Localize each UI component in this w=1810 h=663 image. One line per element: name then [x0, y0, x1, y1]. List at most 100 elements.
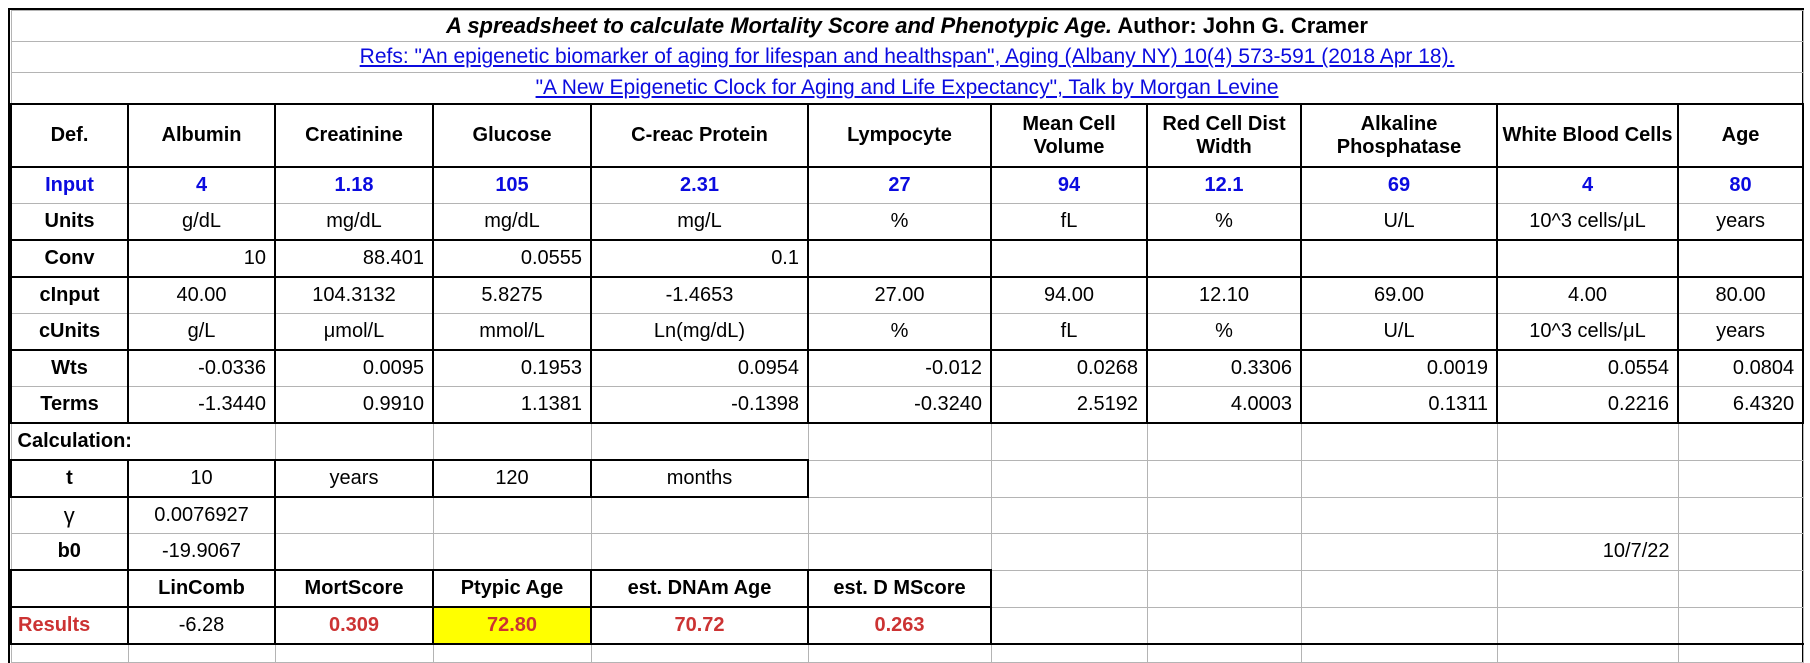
empty-cell — [590, 422, 809, 461]
empty-cell — [807, 459, 992, 498]
empty-cell — [1496, 606, 1679, 645]
empty-cell — [1300, 422, 1498, 461]
empty-cell — [990, 606, 1148, 645]
empty-cell — [807, 239, 992, 278]
cunits-cell: fL — [990, 313, 1148, 351]
empty-cell — [807, 533, 992, 571]
empty-cell — [1146, 496, 1302, 534]
empty-cell — [1146, 606, 1302, 645]
row-label-gamma: γ — [10, 496, 129, 534]
input-cell-glucose[interactable]: 105 — [432, 166, 592, 204]
wts-cell: 0.3306 — [1146, 349, 1302, 387]
date-cell: 10/7/22 — [1496, 533, 1679, 571]
terms-cell: -0.3240 — [807, 386, 992, 424]
empty-cell — [990, 459, 1148, 498]
empty-cell — [1146, 569, 1302, 608]
input-cell-mean-cell-volume[interactable]: 94 — [990, 166, 1148, 204]
t-unit-months: months — [590, 459, 809, 498]
empty-cell — [10, 569, 129, 608]
empty-cell — [990, 239, 1148, 278]
result-mortscore-value: 0.309 — [274, 606, 434, 645]
terms-cell: 6.4320 — [1676, 386, 1805, 424]
input-cell-albumin[interactable]: 4 — [127, 166, 276, 204]
result-est-d-mscore-value: 0.263 — [807, 606, 992, 645]
empty-cell — [274, 422, 434, 461]
page-title: A spreadsheet to calculate Mortality Sco… — [446, 13, 1113, 38]
row-label-units: Units — [10, 203, 129, 241]
empty-cell — [1146, 643, 1302, 663]
column-header-albumin: Albumin — [127, 103, 276, 168]
input-cell-age[interactable]: 80 — [1676, 166, 1805, 204]
cinput-cell: 80.00 — [1676, 276, 1805, 314]
empty-cell — [432, 422, 592, 461]
reference-link-1[interactable]: Refs: "An epigenetic biomarker of aging … — [359, 45, 1455, 68]
cunits-cell: U/L — [1300, 313, 1498, 351]
cunits-cell: % — [1146, 313, 1302, 351]
empty-cell — [274, 496, 434, 534]
sheet-title-row: A spreadsheet to calculate Mortality Sco… — [10, 10, 1804, 42]
units-cell: fL — [990, 203, 1148, 241]
t-value-months: 120 — [432, 459, 592, 498]
row-label-cunits: cUnits — [10, 313, 129, 351]
empty-cell — [1496, 496, 1679, 534]
row-label-wts: Wts — [10, 349, 129, 387]
input-cell-c-reac-protein[interactable]: 2.31 — [590, 166, 809, 204]
terms-cell: 1.1381 — [432, 386, 592, 424]
empty-cell — [127, 643, 276, 663]
empty-cell — [590, 496, 809, 534]
conv-cell: 0.1 — [590, 239, 809, 278]
empty-cell — [1300, 496, 1498, 534]
gamma-value: 0.0076927 — [127, 496, 276, 534]
empty-cell — [1677, 643, 1804, 663]
empty-cell — [990, 533, 1148, 571]
units-cell: mg/dL — [432, 203, 592, 241]
input-cell-alkaline-phosphatase[interactable]: 69 — [1300, 166, 1498, 204]
reference-link-2[interactable]: "A New Epigenetic Clock for Aging and Li… — [535, 76, 1279, 99]
spreadsheet: A spreadsheet to calculate Mortality Sco… — [8, 8, 1805, 663]
cinput-cell: -1.4653 — [590, 276, 809, 314]
row-label-terms: Terms — [10, 386, 129, 424]
author-label: Author: John G. Cramer — [1112, 13, 1368, 38]
b0-value: -19.9067 — [127, 533, 276, 571]
cinput-cell: 5.8275 — [432, 276, 592, 314]
cinput-cell: 12.10 — [1146, 276, 1302, 314]
row-label-conv: Conv — [10, 239, 129, 278]
empty-cell — [990, 643, 1148, 663]
empty-cell — [1677, 459, 1804, 498]
empty-cell — [1300, 239, 1498, 278]
empty-cell — [1677, 533, 1804, 571]
result-header-mortscore: MortScore — [274, 569, 434, 608]
wts-cell: 0.0019 — [1300, 349, 1498, 387]
empty-cell — [1146, 459, 1302, 498]
input-cell-lympocyte[interactable]: 27 — [807, 166, 992, 204]
row-label-t: t — [10, 459, 129, 498]
t-unit-years: years — [274, 459, 434, 498]
reference-row-2: "A New Epigenetic Clock for Aging and Li… — [10, 72, 1804, 105]
input-cell-creatinine[interactable]: 1.18 — [274, 166, 434, 204]
column-header-age: Age — [1676, 103, 1805, 168]
row-label-input: Input — [10, 166, 129, 204]
terms-cell: -1.3440 — [127, 386, 276, 424]
empty-cell — [1146, 422, 1302, 461]
conv-cell: 88.401 — [274, 239, 434, 278]
empty-cell — [1496, 459, 1679, 498]
result-header-est-d-mscore: est. D MScore — [807, 569, 992, 608]
empty-cell — [1146, 533, 1302, 571]
t-value-years: 10 — [127, 459, 276, 498]
units-cell: % — [807, 203, 992, 241]
empty-cell — [1676, 239, 1805, 278]
input-cell-white-blood-cells[interactable]: 4 — [1496, 166, 1679, 204]
cinput-cell: 69.00 — [1300, 276, 1498, 314]
terms-cell: -0.1398 — [590, 386, 809, 424]
cunits-cell: years — [1676, 313, 1805, 351]
column-header-glucose: Glucose — [432, 103, 592, 168]
column-header-def: Def. — [10, 103, 129, 168]
empty-cell — [807, 496, 992, 534]
cunits-cell: μmol/L — [274, 313, 434, 351]
input-cell-red-cell-dist-width[interactable]: 12.1 — [1146, 166, 1302, 204]
cunits-cell: Ln(mg/dL) — [590, 313, 809, 351]
empty-cell — [1300, 606, 1498, 645]
row-label-b0: b0 — [10, 533, 129, 571]
spreadsheet-table: A spreadsheet to calculate Mortality Sco… — [10, 10, 1805, 663]
cunits-cell: mmol/L — [432, 313, 592, 351]
